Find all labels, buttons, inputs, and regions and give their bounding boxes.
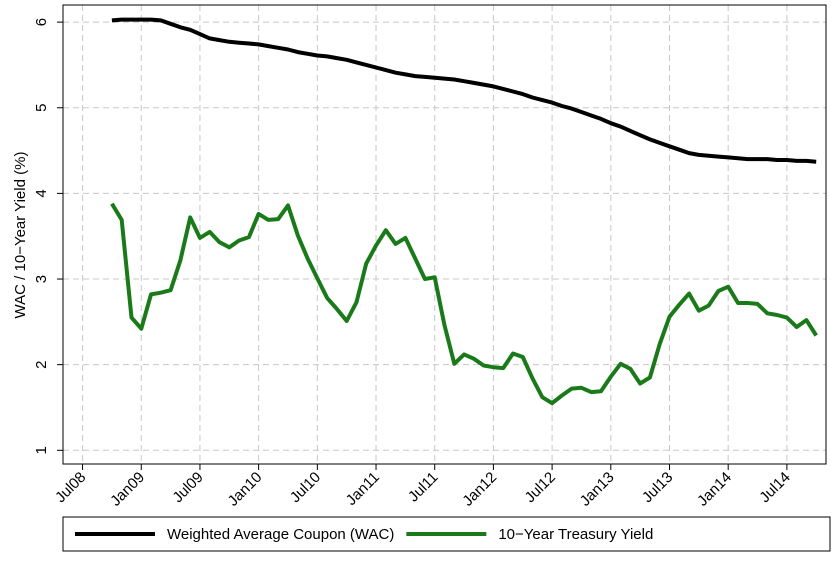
series-line	[110, 202, 818, 406]
x-tick-label: Jul11	[405, 469, 442, 506]
x-tick-label: Jan12	[459, 469, 500, 510]
x-tick-label: Jul10	[287, 469, 324, 506]
x-tick-label: Jul13	[639, 469, 676, 506]
x-tick-label: Jul12	[522, 469, 559, 506]
x-tick-label: Jan10	[225, 469, 266, 510]
legend-label: 10−Year Treasury Yield	[498, 526, 653, 543]
x-tick-label: Jan09	[107, 469, 148, 510]
x-tick-label: Jan11	[343, 469, 383, 509]
x-tick-label: Jul09	[169, 469, 206, 506]
y-tick-label: 1	[33, 446, 50, 454]
plot-frame	[62, 4, 827, 465]
x-tick-label: Jan14	[694, 469, 735, 510]
y-tick-label: 2	[33, 360, 50, 368]
y-tick-label: 3	[33, 275, 50, 283]
x-tick-label: Jul14	[756, 469, 793, 506]
series-line	[111, 17, 817, 164]
y-tick-label: 6	[33, 18, 50, 26]
y-axis-label: WAC / 10−Year Yield (%)	[12, 152, 29, 319]
x-tick-label: Jul08	[52, 469, 89, 506]
x-tick-label: Jan13	[577, 469, 618, 510]
y-tick-label: 5	[33, 104, 50, 112]
y-tick-label: 4	[33, 189, 50, 197]
legend-label: Weighted Average Coupon (WAC)	[167, 526, 394, 543]
